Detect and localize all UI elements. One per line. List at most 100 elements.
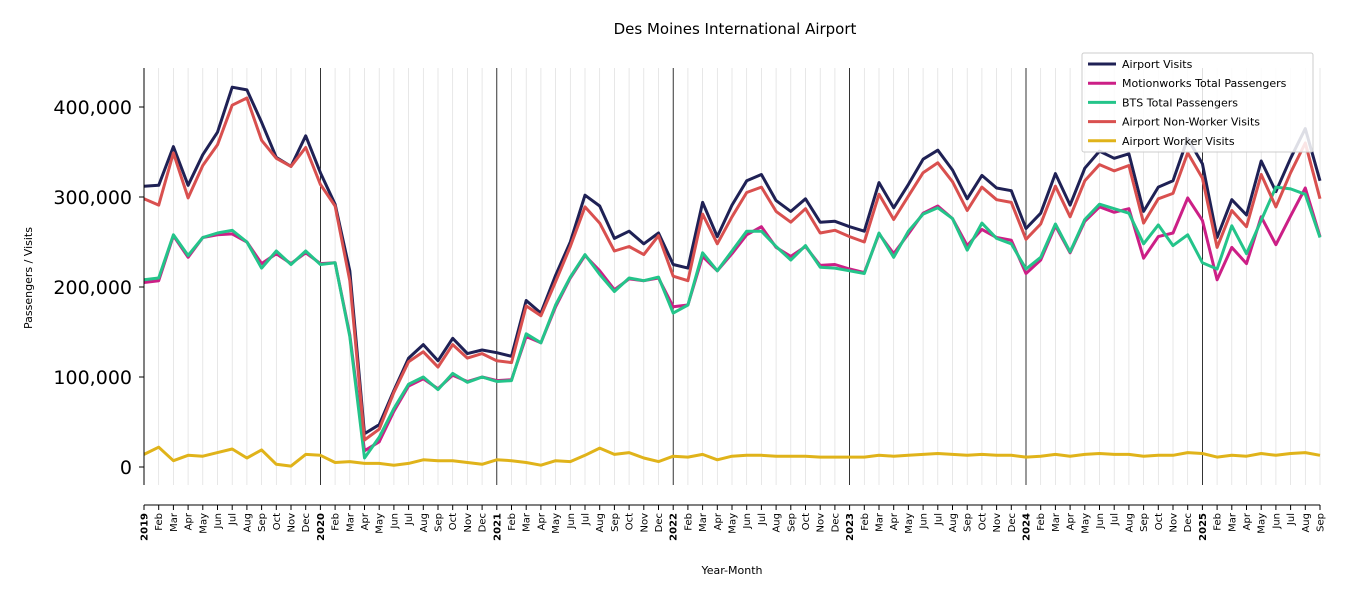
x-tick-label: Feb [1213, 513, 1224, 531]
x-tick-label: Mar [169, 512, 180, 532]
x-tick-label: Apr [889, 512, 900, 530]
x-tick-label: Jun [742, 513, 753, 530]
x-tick-label: Apr [184, 512, 195, 530]
legend-entry: Airport Worker Visits [1122, 135, 1235, 148]
x-tick-label: Aug [242, 513, 253, 533]
x-tick-label: 2023 [845, 513, 856, 541]
x-tick-label: Aug [595, 513, 606, 533]
x-tick-label: Mar [1227, 512, 1238, 532]
series-line-airport-worker-visits [143, 445, 1321, 468]
x-tick-label: Nov [816, 513, 827, 533]
x-tick-label: Mar [875, 512, 886, 532]
x-tick-label: Aug [1124, 513, 1135, 533]
x-tick-label: Sep [257, 513, 268, 532]
x-tick-label: Apr [1242, 512, 1253, 530]
y-tick-label: 300,000 [53, 187, 132, 209]
y-tick-label: 200,000 [53, 277, 132, 299]
legend-entry: Airport Non-Worker Visits [1122, 116, 1260, 129]
x-tick-label: Apr [713, 512, 724, 530]
legend-entry: Motionworks Total Passengers [1122, 77, 1287, 90]
x-tick-label: Feb [1036, 513, 1047, 531]
legend: Airport Visits Motionworks Total Passenge… [1081, 52, 1314, 153]
x-tick-label: Aug [1301, 513, 1312, 533]
y-tick-label: 100,000 [53, 367, 132, 389]
x-tick-label: Jul [1286, 513, 1297, 526]
x-tick-label: Mar [1051, 512, 1062, 532]
x-tick-label: Dec [478, 513, 489, 532]
legend-entry: BTS Total Passengers [1122, 96, 1238, 109]
y-axis-label: Passengers / Visits [22, 227, 35, 329]
series-lines [143, 85, 1322, 468]
y-axis: 0 100,000 200,000 300,000 400,000 [53, 68, 145, 485]
x-tick-label: Sep [1316, 513, 1327, 532]
x-tick-label: Jun [1271, 513, 1282, 530]
x-tick-label: Sep [610, 513, 621, 532]
x-tick-label: Jun [389, 513, 400, 530]
x-axis-label: Year-Month [700, 564, 762, 577]
x-tick-label: Jul [933, 513, 944, 526]
x-tick-label: Nov [992, 513, 1003, 533]
x-tick-label: Oct [448, 513, 459, 530]
x-tick-label: Mar [345, 512, 356, 532]
x-tick-label: May [904, 513, 915, 534]
x-tick-label: Oct [1154, 513, 1165, 530]
x-tick-label: Oct [272, 513, 283, 530]
x-tick-label: Nov [639, 513, 650, 533]
x-tick-label: Feb [860, 513, 871, 531]
x-tick-label: Sep [434, 513, 445, 532]
x-tick-label: Jul [757, 513, 768, 526]
x-tick-label: Jul [228, 513, 239, 526]
x-tick-label: Nov [1169, 513, 1180, 533]
x-tick-label: Oct [977, 513, 988, 530]
x-tick-label: Apr [1066, 512, 1077, 530]
x-tick-label: Dec [830, 513, 841, 532]
x-tick-label: Sep [786, 513, 797, 532]
x-tick-label: Sep [1139, 513, 1150, 532]
legend-entry: Airport Visits [1122, 58, 1193, 71]
x-tick-label: Feb [154, 513, 165, 531]
chart-title: Des Moines International Airport [614, 20, 857, 38]
legend-box [1081, 52, 1314, 153]
x-tick-label: Aug [772, 513, 783, 533]
x-tick-label: Jun [1095, 513, 1106, 530]
x-tick-label: Dec [1007, 513, 1018, 532]
x-tick-label: May [551, 513, 562, 534]
x-tick-label: Aug [948, 513, 959, 533]
x-axis: 2019 Feb Mar Apr May Jun Jul Aug Sep Oct Nov Dec 202… [140, 504, 1327, 541]
series-line-airport-non-worker-visits [143, 96, 1322, 442]
series-line-bts-total-passengers [143, 185, 1322, 460]
x-tick-label: 2020 [316, 513, 327, 541]
x-tick-label: Mar [522, 512, 533, 532]
x-tick-label: May [1257, 513, 1268, 534]
x-tick-label: May [198, 513, 209, 534]
x-tick-label: Apr [360, 512, 371, 530]
x-tick-label: Dec [654, 513, 665, 532]
x-tick-label: May [375, 513, 386, 534]
x-tick-label: Feb [507, 513, 518, 531]
x-tick-label: Sep [963, 513, 974, 532]
x-tick-label: Nov [463, 513, 474, 533]
x-tick-label: Oct [801, 513, 812, 530]
y-tick-label: 0 [120, 457, 132, 479]
x-tick-label: Mar [698, 512, 709, 532]
x-tick-label: May [728, 513, 739, 534]
x-tick-label: Dec [301, 513, 312, 532]
x-tick-label: May [1080, 513, 1091, 534]
x-tick-label: Nov [287, 513, 298, 533]
x-tick-label: Jun [919, 513, 930, 530]
x-tick-label: 2024 [1022, 513, 1033, 541]
x-tick-label: Jun [213, 513, 224, 530]
x-tick-label: Feb [331, 513, 342, 531]
x-tick-label: Jul [581, 513, 592, 526]
x-tick-label: 2021 [492, 513, 503, 541]
y-tick-label: 400,000 [53, 97, 132, 119]
x-tick-label: Oct [625, 513, 636, 530]
x-tick-label: Jun [566, 513, 577, 530]
x-tick-label: 2022 [669, 513, 680, 541]
x-tick-label: 2025 [1198, 513, 1209, 541]
x-tick-label: Apr [536, 512, 547, 530]
x-tick-label: 2019 [140, 513, 151, 541]
x-tick-label: Aug [419, 513, 430, 533]
x-tick-label: Jul [1110, 513, 1121, 526]
